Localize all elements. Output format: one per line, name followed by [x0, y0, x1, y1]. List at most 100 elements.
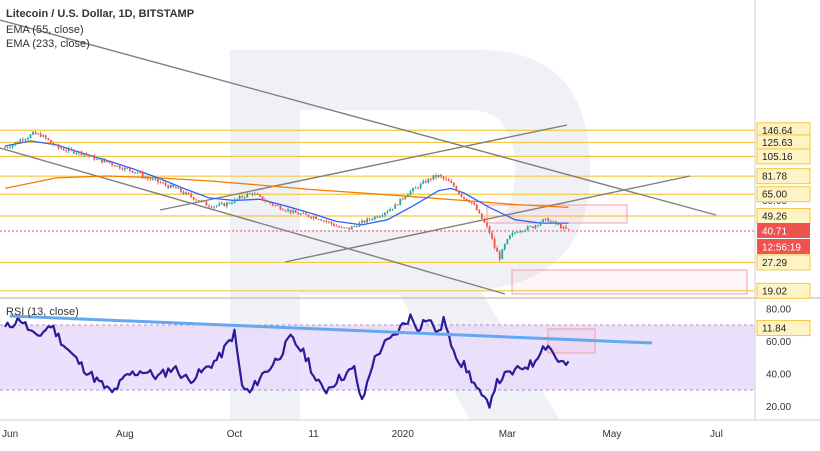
- candle: [139, 171, 142, 174]
- candle: [529, 225, 532, 228]
- candle: [315, 216, 317, 220]
- candle: [358, 221, 361, 228]
- candle: [509, 234, 511, 240]
- candle: [478, 209, 481, 214]
- candle: [157, 178, 159, 185]
- last-price-label: 40.71: [762, 227, 787, 238]
- candle: [34, 131, 37, 135]
- candle: [287, 207, 289, 214]
- candle: [322, 219, 325, 223]
- candle: [305, 211, 307, 215]
- level-label: 81.78: [762, 172, 787, 183]
- candle: [152, 176, 154, 181]
- candle: [503, 243, 506, 251]
- candle: [567, 228, 570, 231]
- candle: [363, 220, 366, 224]
- candle: [223, 202, 226, 207]
- candle: [126, 166, 129, 170]
- candle: [169, 183, 172, 189]
- candle: [473, 200, 476, 206]
- candle: [85, 152, 88, 157]
- candle: [233, 197, 236, 204]
- candle: [57, 143, 60, 151]
- candle: [72, 149, 75, 155]
- candle: [95, 156, 98, 161]
- candle: [256, 192, 259, 196]
- candle: [447, 178, 450, 182]
- candle: [353, 225, 356, 228]
- level-label: 27.29: [762, 258, 787, 269]
- candle: [544, 218, 547, 222]
- candle: [111, 162, 113, 167]
- candle: [279, 204, 282, 211]
- candle: [371, 217, 374, 221]
- candle: [11, 144, 14, 150]
- level-label: 146.64: [762, 126, 793, 137]
- level-tag: [756, 254, 811, 271]
- level-label: 125.63: [762, 138, 793, 149]
- candle: [302, 211, 305, 215]
- candle: [220, 201, 223, 205]
- candle: [225, 201, 228, 209]
- candle: [333, 222, 335, 227]
- candle: [427, 177, 430, 184]
- candle: [391, 208, 394, 211]
- candle: [60, 147, 62, 150]
- rsi-y-tick-label: 80.00: [766, 304, 791, 315]
- candle: [361, 218, 363, 226]
- countdown-tag: 12:56:19: [757, 239, 810, 254]
- rising-channel-lower: [284, 175, 691, 263]
- candle: [435, 173, 437, 180]
- candle: [325, 219, 328, 224]
- candle: [121, 166, 124, 171]
- candle: [29, 133, 32, 139]
- candle: [210, 205, 213, 209]
- candle: [55, 143, 57, 146]
- candle: [534, 224, 537, 230]
- candle: [343, 227, 346, 229]
- candle: [103, 158, 106, 163]
- candle: [205, 200, 208, 206]
- x-tick-label: 11: [308, 429, 319, 440]
- candle: [162, 180, 164, 185]
- support-zone: [511, 269, 748, 295]
- candle: [101, 158, 103, 164]
- candle: [238, 194, 241, 200]
- candle: [144, 175, 147, 180]
- candle: [246, 192, 249, 199]
- candle: [506, 238, 509, 245]
- x-tick-label: Jun: [2, 429, 18, 440]
- x-tick-label: Jul: [710, 429, 723, 440]
- candle: [259, 194, 261, 198]
- candle: [24, 138, 27, 143]
- candle: [274, 204, 277, 207]
- candle: [378, 215, 381, 219]
- rsi-trend-line: [9, 314, 653, 345]
- x-tick-label: 2020: [392, 429, 415, 440]
- candle: [44, 134, 47, 140]
- candle: [557, 222, 560, 226]
- candle: [197, 200, 200, 202]
- candle: [9, 145, 11, 149]
- candle: [350, 225, 353, 230]
- candle: [468, 199, 470, 203]
- candle: [75, 152, 78, 155]
- candle: [458, 190, 460, 195]
- candle: [493, 236, 496, 250]
- candle: [129, 168, 131, 173]
- candle: [440, 173, 442, 179]
- candle: [215, 205, 218, 209]
- rising-channel-upper: [159, 124, 568, 211]
- candle: [149, 177, 152, 182]
- candle: [407, 193, 409, 198]
- candle: [294, 208, 297, 214]
- candle: [231, 200, 233, 205]
- candle: [50, 139, 52, 144]
- candle: [327, 220, 330, 224]
- candle: [297, 211, 300, 215]
- candle: [526, 225, 529, 232]
- channel-lower-line: [0, 147, 506, 295]
- candle: [123, 166, 126, 172]
- candle: [167, 184, 170, 190]
